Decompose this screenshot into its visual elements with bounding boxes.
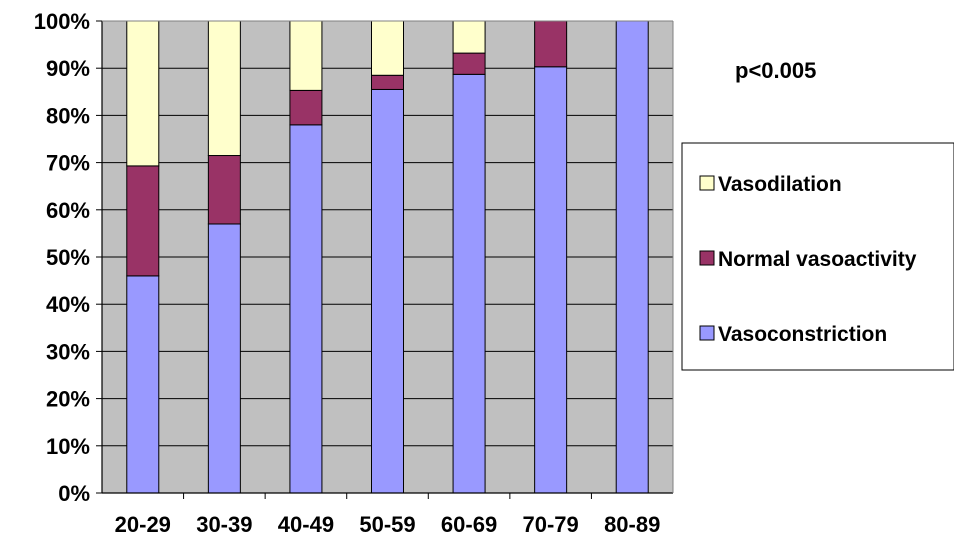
y-tick-label: 0% xyxy=(58,481,90,506)
bar-segment-vasodilation xyxy=(207,20,241,157)
bar-segment-vasodilation xyxy=(126,20,160,167)
y-tick-label: 70% xyxy=(46,151,90,176)
y-tick-label: 40% xyxy=(46,292,90,317)
p-value-annotation: p<0.005 xyxy=(735,58,816,83)
bar-segment-vasoconstriction xyxy=(207,223,241,494)
x-tick-label: 70-79 xyxy=(523,512,579,536)
bar-segment-vasoconstriction xyxy=(615,20,649,494)
legend-label: Vasodilation xyxy=(718,173,842,196)
x-tick-label: 20-29 xyxy=(115,512,171,536)
x-tick-label: 40-49 xyxy=(278,512,334,536)
x-tick-label: 60-69 xyxy=(441,512,497,536)
bar-segment-normal-vasoactivity xyxy=(289,89,323,126)
bars xyxy=(126,20,649,494)
legend-swatch xyxy=(699,325,715,341)
legend: Vasodilation Normal vasoactivity Vasoconst… xyxy=(681,142,954,371)
legend-label: Normal vasoactivity xyxy=(718,248,917,271)
y-tick-label: 100% xyxy=(34,9,90,34)
legend-label: Vasoconstriction xyxy=(718,323,887,346)
y-tick-label: 80% xyxy=(46,103,90,128)
y-tick-label: 20% xyxy=(46,387,90,412)
y-tick-label: 10% xyxy=(46,434,90,459)
y-tick-labels: 0% 10% 20% 30% 40% 50% 60% 70% 80% 90% 100% xyxy=(34,9,90,506)
y-tick-label: 90% xyxy=(46,56,90,81)
y-tick-label: 50% xyxy=(46,245,90,270)
legend-box xyxy=(681,142,954,371)
x-tick-labels: 20-29 30-39 40-49 50-59 60-69 70-79 80-89 xyxy=(115,512,661,536)
bar-segment-normal-vasoactivity xyxy=(126,165,160,277)
y-tick-label: 30% xyxy=(46,339,90,364)
bar-segment-vasodilation xyxy=(371,20,404,76)
bar-segment-vasodilation xyxy=(289,20,323,91)
bar-segment-vasoconstriction xyxy=(371,88,404,494)
bar-segment-vasoconstriction xyxy=(289,124,323,494)
bar-segment-vasoconstriction xyxy=(126,275,160,494)
axes xyxy=(96,20,674,499)
bar-segment-vasoconstriction xyxy=(452,73,486,494)
bar-segment-normal-vasoactivity xyxy=(371,74,404,90)
x-tick-label: 80-89 xyxy=(604,512,660,536)
bar-segment-normal-vasoactivity xyxy=(534,20,568,68)
x-tick-label: 50-59 xyxy=(359,512,415,536)
bar-segment-vasodilation xyxy=(452,20,486,54)
bar-segment-normal-vasoactivity xyxy=(207,155,241,225)
y-tick-label: 60% xyxy=(46,198,90,223)
bar-segment-vasoconstriction xyxy=(534,66,568,494)
legend-swatch xyxy=(699,175,715,191)
legend-swatch xyxy=(699,250,715,266)
x-tick-label: 30-39 xyxy=(196,512,252,536)
bar-segment-normal-vasoactivity xyxy=(452,52,486,75)
